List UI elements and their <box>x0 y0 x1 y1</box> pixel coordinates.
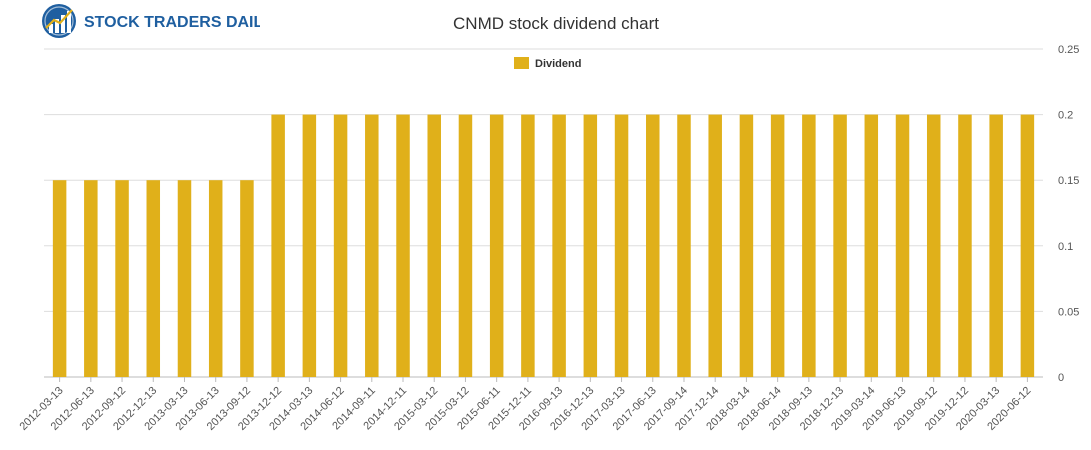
bar <box>84 180 98 377</box>
bar <box>146 180 161 377</box>
logo-globe-icon <box>42 4 76 38</box>
x-axis-ticks: 2012-03-132012-06-132012-09-122012-12-13… <box>17 377 1034 433</box>
bar <box>240 180 254 377</box>
bar <box>458 114 473 377</box>
bar <box>208 180 223 377</box>
bar <box>958 114 972 377</box>
bar <box>833 114 847 377</box>
bar <box>396 114 410 377</box>
stock-traders-daily-logo[interactable]: STOCK TRADERS DAILY <box>40 2 273 42</box>
bar <box>52 180 67 377</box>
bar <box>739 114 754 377</box>
y-tick-label: 0.05 <box>1058 306 1079 318</box>
bar <box>989 114 1003 377</box>
bar <box>646 114 660 377</box>
bar <box>926 114 941 377</box>
bar <box>427 114 441 377</box>
bar <box>115 180 129 377</box>
bar <box>770 114 785 377</box>
bar <box>1020 114 1035 377</box>
bar <box>614 114 629 377</box>
bar <box>895 114 910 377</box>
gridlines <box>44 48 1043 378</box>
bar <box>333 114 348 377</box>
legend: Dividend <box>514 57 581 70</box>
bar <box>177 180 192 377</box>
bar <box>583 114 598 377</box>
chart-title: CNMD stock dividend chart <box>453 14 659 33</box>
y-axis-ticks: 0 0.05 0.1 0.15 0.2 0.25 <box>1058 44 1079 384</box>
bar <box>271 114 285 377</box>
bars <box>52 114 1035 377</box>
bar <box>802 114 816 377</box>
y-tick-label: 0.2 <box>1058 110 1073 122</box>
bar <box>302 114 317 377</box>
bar <box>864 114 879 377</box>
bar <box>708 114 722 377</box>
y-tick-label: 0.1 <box>1058 241 1073 253</box>
bar <box>552 114 566 377</box>
logo-text: STOCK TRADERS DAILY <box>84 14 260 31</box>
bar <box>365 114 379 377</box>
y-tick-label: 0.15 <box>1058 175 1079 187</box>
bar <box>677 114 691 377</box>
y-tick-label: 0 <box>1058 372 1064 384</box>
legend-swatch <box>514 57 529 69</box>
bar <box>521 114 535 377</box>
bar <box>489 114 504 377</box>
y-tick-label: 0.25 <box>1058 44 1079 56</box>
legend-label: Dividend <box>535 58 581 70</box>
